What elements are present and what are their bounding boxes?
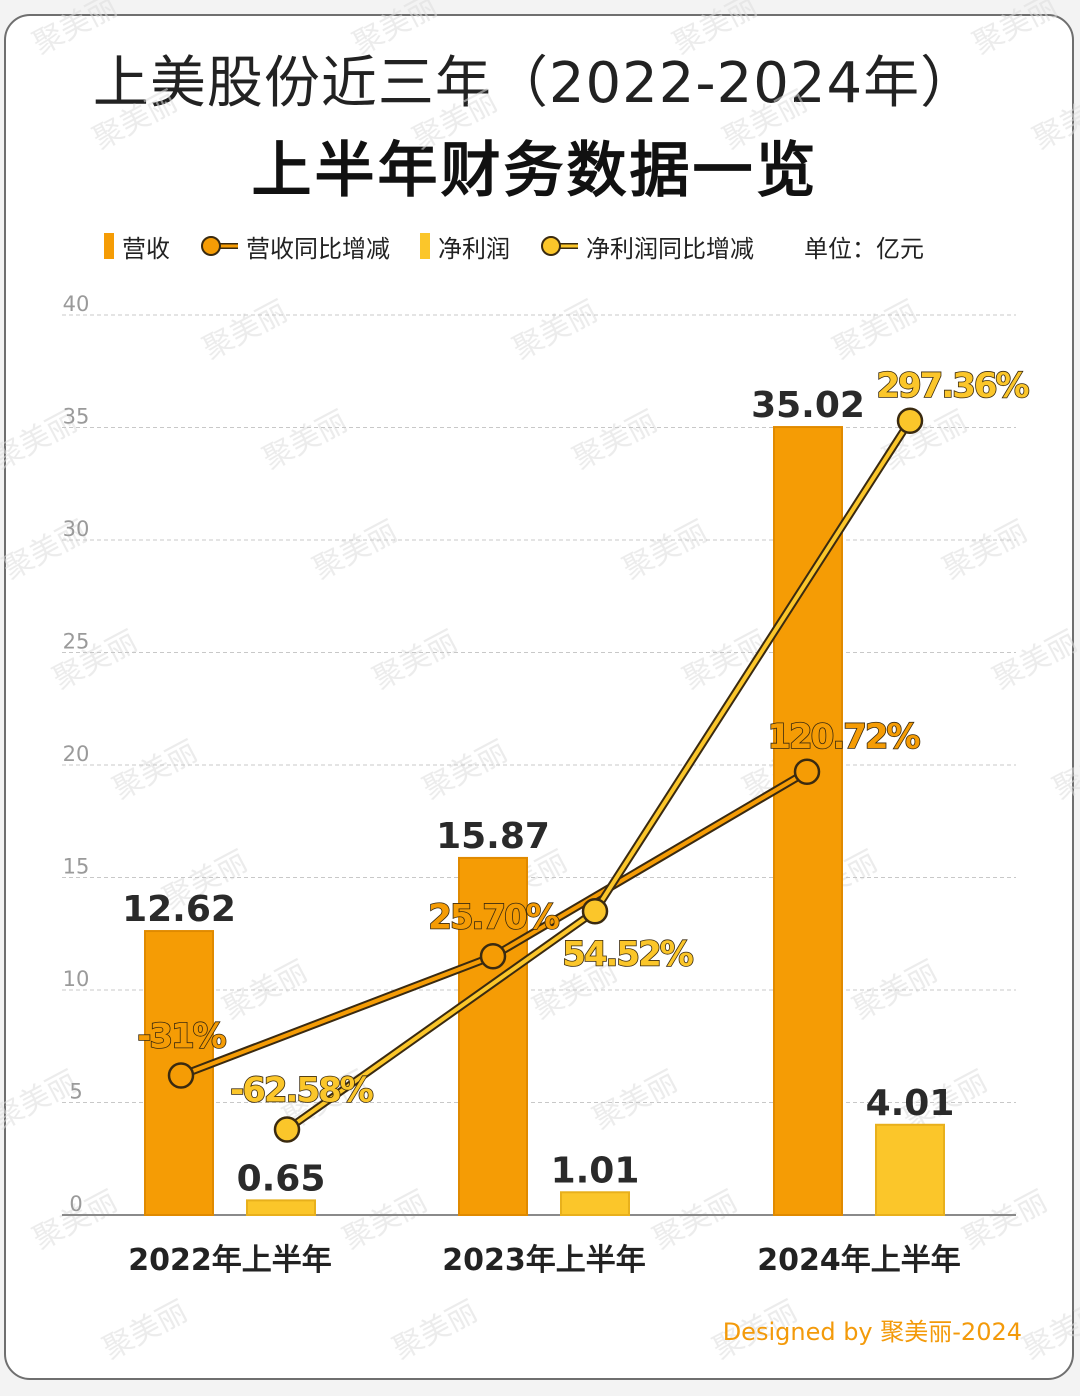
data-label-net-profit: 0.65 (237, 1158, 326, 1199)
watermark-text: 聚美丽 (367, 624, 463, 697)
watermark-text: 聚美丽 (27, 0, 123, 62)
legend-item-net-profit-yoy: 净利润同比增减 (540, 229, 754, 264)
bar-revenue (773, 426, 843, 1216)
legend-swatch-net-profit-yoy (541, 236, 578, 256)
data-label-net-profit-yoy: 54.52% (562, 934, 693, 974)
data-label-revenue-yoy: -31% (137, 1017, 225, 1057)
watermark-text: 聚美丽 (827, 294, 923, 367)
bar-net-profit (875, 1123, 945, 1217)
legend-label-net-profit: 净利润 (438, 234, 510, 263)
y-tick-label: 40 (63, 292, 90, 316)
unit-label: 单位：亿元 (804, 234, 924, 263)
y-tick-label: 0 (69, 1192, 82, 1216)
watermark-text: 聚美丽 (97, 1294, 193, 1367)
legend-label-net-profit-yoy: 净利润同比增减 (586, 234, 754, 263)
watermark-text: 聚美丽 (617, 514, 713, 587)
y-tick-label: 25 (63, 630, 90, 654)
watermark-text: 聚美丽 (877, 404, 973, 477)
legend-swatch-net-profit (420, 233, 430, 259)
data-label-net-profit-yoy: -62.58% (230, 1071, 373, 1111)
watermark-text: 聚美丽 (667, 0, 763, 62)
data-label-revenue-yoy: 120.72% (767, 717, 919, 757)
chart-title-line1: 上美股份近三年（2022-2024年） (92, 51, 978, 116)
watermark-text: 聚美丽 (937, 514, 1033, 587)
legend-label-revenue-yoy: 营收同比增减 (246, 234, 390, 263)
watermark-text: 聚美丽 (337, 1184, 433, 1257)
watermark-text: 聚美丽 (1047, 734, 1080, 807)
data-label-revenue: 15.87 (436, 816, 550, 857)
watermark-text: 聚美丽 (957, 1184, 1053, 1257)
legend-swatch-revenue (104, 233, 114, 259)
watermark-text: 聚美丽 (417, 734, 513, 807)
point-net-profit-yoy (581, 898, 609, 925)
x-tick-label: 2023年上半年 (442, 1243, 646, 1278)
data-label-net-profit: 4.01 (866, 1083, 955, 1124)
watermark-text: 聚美丽 (307, 514, 403, 587)
point-net-profit-yoy (896, 407, 924, 434)
legend-item-revenue-yoy: 营收同比增减 (200, 229, 390, 264)
data-label-net-profit-yoy: 297.36% (876, 366, 1028, 406)
watermark-text: 聚美丽 (387, 1294, 483, 1367)
watermark-text: 聚美丽 (717, 84, 813, 157)
watermark-text: 聚美丽 (407, 84, 503, 157)
legend-item-revenue: 营收 (104, 229, 170, 264)
watermark-text: 聚美丽 (1027, 84, 1080, 157)
bar-net-profit (560, 1191, 630, 1217)
point-revenue-yoy (167, 1062, 195, 1089)
watermark-text: 聚美丽 (507, 294, 603, 367)
data-label-revenue-yoy: 25.70% (428, 897, 559, 937)
watermark-text: 聚美丽 (257, 404, 353, 477)
y-tick-label: 20 (63, 742, 90, 766)
watermark-text: 聚美丽 (647, 1184, 743, 1257)
data-label-revenue: 12.62 (122, 889, 236, 930)
y-tick-label: 10 (63, 967, 90, 991)
watermark-text: 聚美丽 (1017, 1294, 1080, 1367)
designer-credit: Designed by 聚美丽-2024 (722, 1318, 1022, 1346)
point-revenue-yoy (479, 943, 507, 970)
bar-net-profit (246, 1199, 316, 1216)
y-tick-label: 30 (63, 517, 90, 541)
x-tick-label: 2022年上半年 (128, 1243, 332, 1278)
watermark-text: 聚美丽 (987, 624, 1080, 697)
point-net-profit-yoy (273, 1116, 301, 1143)
chart-title-line2: 上半年财务数据一览 (251, 136, 819, 206)
y-tick-label: 5 (69, 1080, 82, 1104)
watermark-text: 聚美丽 (347, 0, 443, 62)
legend-swatch-revenue-yoy (201, 236, 238, 256)
watermark-text: 聚美丽 (587, 1064, 683, 1137)
legend-item-net-profit: 净利润 (420, 229, 510, 264)
x-tick-label: 2024年上半年 (757, 1243, 961, 1278)
data-label-net-profit: 1.01 (551, 1150, 640, 1191)
watermark-text: 聚美丽 (967, 0, 1063, 62)
bar-revenue (458, 856, 528, 1216)
watermark-text: 聚美丽 (87, 84, 183, 157)
watermark-text: 聚美丽 (197, 294, 293, 367)
y-tick-label: 15 (63, 855, 90, 879)
watermark-text: 聚美丽 (567, 404, 663, 477)
watermark-text: 聚美丽 (107, 734, 203, 807)
legend-label-revenue: 营收 (122, 234, 170, 263)
point-revenue-yoy (793, 758, 821, 785)
data-label-revenue: 35.02 (751, 385, 865, 426)
legend: 营收 营收同比增减 净利润 净利润同比增减 单位：亿元 (104, 226, 924, 266)
y-tick-label: 35 (63, 405, 90, 429)
